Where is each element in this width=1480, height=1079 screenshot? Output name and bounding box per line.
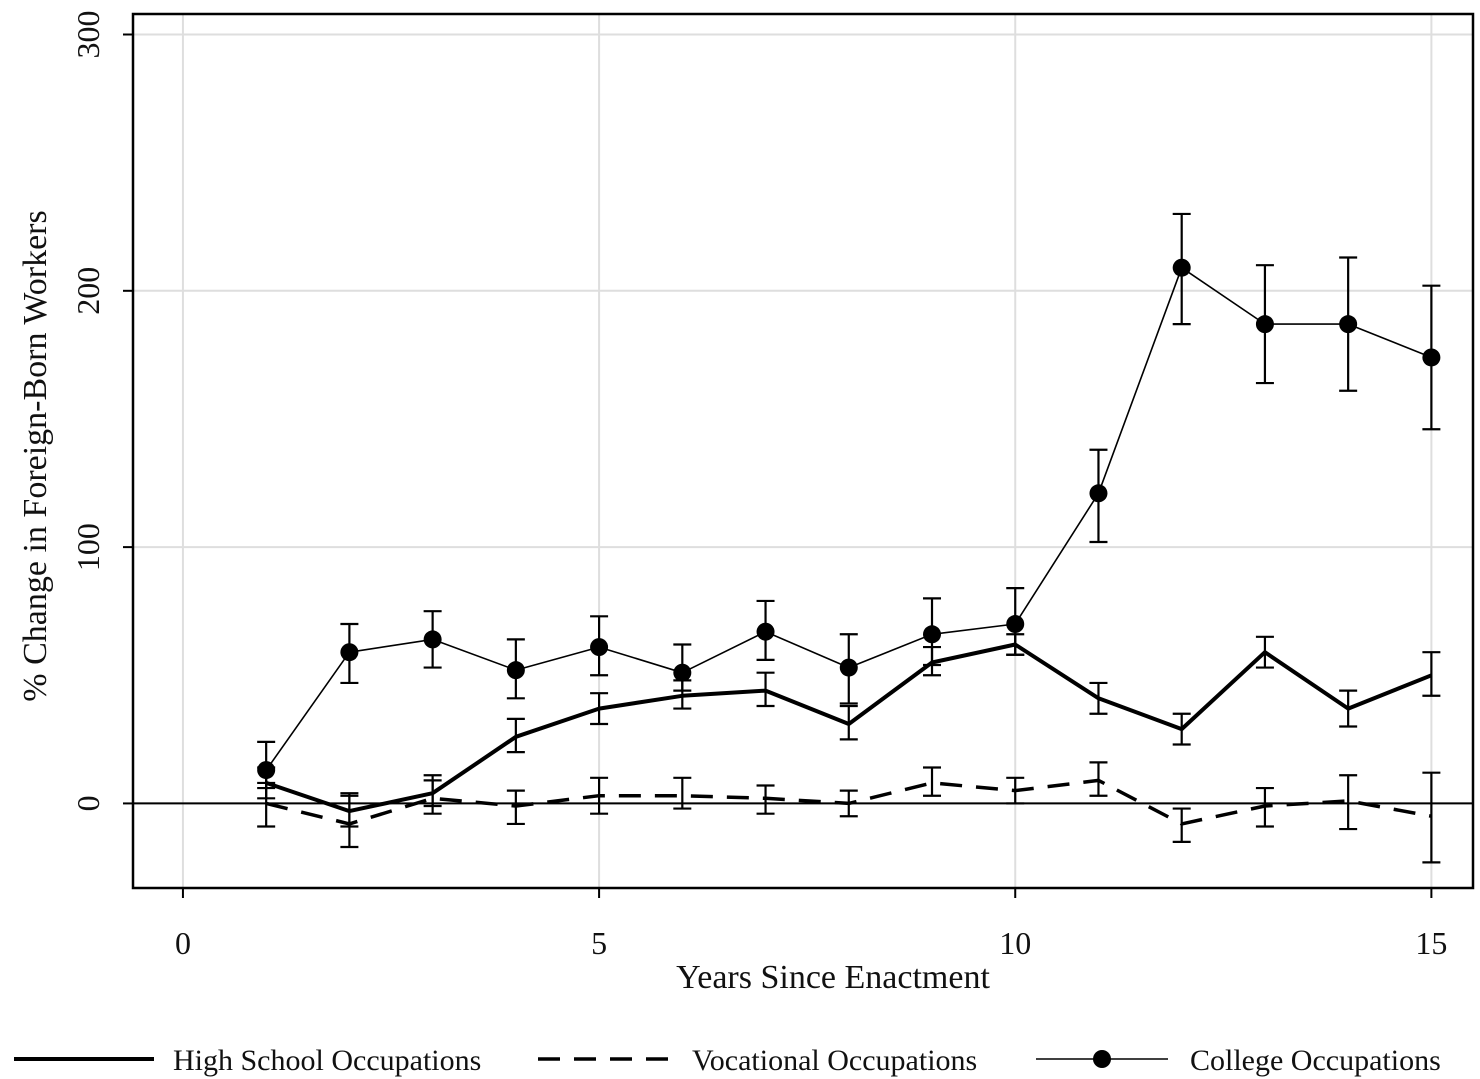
y-tick-label: 200 — [70, 267, 106, 315]
data-point — [1255, 315, 1274, 334]
x-axis-title: Years Since Enactment — [676, 959, 990, 996]
data-point — [923, 625, 942, 644]
legend-item-high-school-occupations: High School Occupations — [14, 1044, 481, 1077]
x-tick-label: 0 — [175, 925, 191, 961]
data-point — [1089, 484, 1108, 503]
data-point — [1006, 615, 1025, 634]
data-point — [590, 638, 609, 657]
data-point — [257, 761, 276, 780]
legend-item-vocational-occupations: Vocational Occupations — [538, 1044, 977, 1077]
series-line — [265, 642, 1433, 814]
grid-lines — [133, 14, 1473, 888]
series-layer — [257, 212, 1441, 864]
data-point — [756, 622, 775, 641]
legend-item-college-occupations: College Occupations — [1036, 1044, 1441, 1077]
legend-label: College Occupations — [1190, 1044, 1441, 1077]
data-point — [839, 658, 858, 677]
data-point — [1339, 315, 1358, 334]
series-line — [265, 778, 1432, 826]
data-point — [673, 663, 692, 682]
series-college-occupations — [257, 212, 1441, 790]
y-axis-title: % Change in Foreign-Born Workers — [17, 210, 54, 701]
legend-label: High School Occupations — [173, 1044, 481, 1077]
y-tick-label: 300 — [70, 11, 106, 59]
tick-labels: 0 5 10 15 0 100 200 300 — [70, 11, 1447, 961]
y-tick-label: 0 — [70, 795, 106, 811]
data-point — [1422, 348, 1441, 367]
x-tick-label: 10 — [999, 925, 1031, 961]
series-vocational-occupations — [257, 761, 1441, 864]
data-point — [1172, 258, 1191, 277]
data-point — [423, 630, 442, 649]
data-point — [340, 643, 359, 662]
x-tick-label: 5 — [591, 925, 607, 961]
legend: High School Occupations Vocational Occupa… — [14, 1044, 1441, 1077]
y-tick-label: 100 — [70, 523, 106, 571]
legend-marker — [1093, 1050, 1111, 1068]
legend-label: Vocational Occupations — [692, 1044, 977, 1077]
axes — [123, 12, 1475, 898]
x-tick-label: 15 — [1415, 925, 1447, 961]
plot-frame — [131, 12, 1475, 890]
data-point — [506, 661, 525, 680]
